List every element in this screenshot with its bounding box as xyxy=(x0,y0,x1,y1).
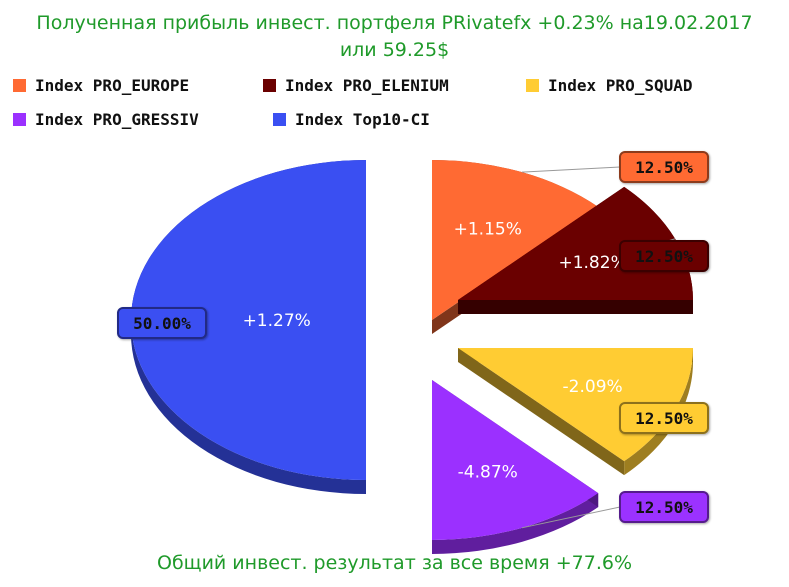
legend-item-elenium: Index PRO_ELENIUM xyxy=(263,76,449,95)
share-label-index-pro-elenium: 12.50% xyxy=(635,247,693,266)
callout-leader-index-pro-europe xyxy=(521,166,621,173)
callout-leader-index-pro-gressiv xyxy=(521,506,621,529)
share-callout-index-pro-gressiv: 12.50% xyxy=(619,491,709,523)
title-line-2: или 59.25$ xyxy=(339,39,450,61)
share-label-index-pro-gressiv: 12.50% xyxy=(635,498,693,517)
legend-swatch-europe xyxy=(13,79,26,92)
pie-slice-top xyxy=(131,160,366,480)
legend-item-gressiv: Index PRO_GRESSIV xyxy=(13,110,199,129)
share-callout-box xyxy=(619,402,709,434)
share-callout-box xyxy=(619,491,709,523)
pie-slice-side xyxy=(432,493,599,554)
legend-swatch-squad xyxy=(526,79,539,92)
pie-slice-top xyxy=(432,160,599,320)
profit-label-index-pro-europe: +1.15% xyxy=(454,219,522,239)
share-callout-box xyxy=(619,151,709,183)
legend-item-europe: Index PRO_EUROPE xyxy=(13,76,189,95)
legend-item-squad: Index PRO_SQUAD xyxy=(526,76,693,95)
share-callout-index-pro-europe: 12.50% xyxy=(619,151,709,183)
share-callout-index-top10-ci: 50.00% xyxy=(117,307,207,339)
legend-label-top10: Index Top10-CI xyxy=(295,110,430,129)
share-label-index-top10-ci: 50.00% xyxy=(133,314,191,333)
profit-label-index-pro-squad: -2.09% xyxy=(563,377,623,397)
pie-slice-index-pro-gressiv xyxy=(432,380,599,554)
pie-slice-index-top10-ci xyxy=(131,160,366,494)
share-label-index-pro-europe: 12.50% xyxy=(635,158,693,177)
share-callout-index-pro-squad: 12.50% xyxy=(619,402,709,434)
legend-label-gressiv: Index PRO_GRESSIV xyxy=(35,110,199,129)
profit-label-index-pro-elenium: +1.82% xyxy=(558,253,626,273)
profit-label-index-top10-ci: +1.27% xyxy=(243,311,311,331)
legend-swatch-gressiv xyxy=(13,113,26,126)
title-line-1: Полученная прибыль инвест. портфеля PRiv… xyxy=(36,12,753,34)
legend-label-elenium: Index PRO_ELENIUM xyxy=(285,76,449,95)
profit-label-index-pro-gressiv: -4.87% xyxy=(458,463,518,483)
pie-slice-wall xyxy=(458,348,625,476)
pie-slice-top xyxy=(432,380,599,540)
share-callout-box xyxy=(117,307,207,339)
chart-title: Полученная прибыль инвест. портфеля PRiv… xyxy=(0,10,789,64)
share-label-index-pro-squad: 12.50% xyxy=(635,409,693,428)
legend-label-squad: Index PRO_SQUAD xyxy=(548,76,693,95)
pie-slice-wall xyxy=(458,300,693,314)
legend-item-top10: Index Top10-CI xyxy=(273,110,430,129)
legend-label-europe: Index PRO_EUROPE xyxy=(35,76,190,95)
share-callout-box xyxy=(619,240,709,272)
share-callout-index-pro-elenium: 12.50% xyxy=(619,240,709,272)
legend-swatch-elenium xyxy=(263,79,276,92)
footer-total-result: Общий инвест. результат за все время +77… xyxy=(157,552,632,574)
legend-swatch-top10 xyxy=(273,113,286,126)
